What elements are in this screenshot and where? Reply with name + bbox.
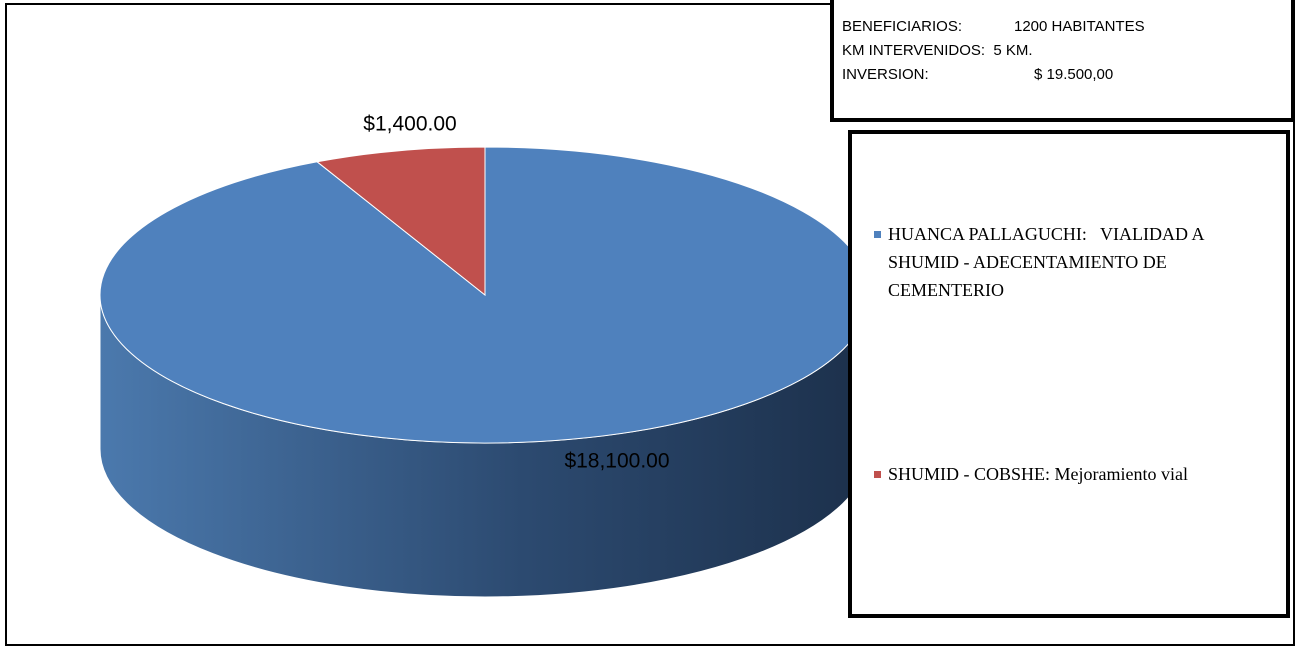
info-row: BENEFICIARIOS: 1200 HABITANTES bbox=[842, 18, 1291, 42]
frame bbox=[5, 3, 1295, 646]
legend-label: SHUMID - COBSHE: Mejoramiento vial bbox=[888, 464, 1188, 484]
data-label: $18,100.00 bbox=[564, 450, 669, 473]
info-text: BENEFICIARIOS: bbox=[842, 18, 963, 35]
info-text: INVERSION: bbox=[842, 66, 929, 83]
legend-label: HUANCA PALLAGUCHI: VIALIDAD A SHUMID - A… bbox=[888, 224, 1209, 300]
info-text: 1200 HABITANTES bbox=[1014, 18, 1145, 35]
legend-item: HUANCA PALLAGUCHI: VIALIDAD A SHUMID - A… bbox=[874, 220, 1274, 304]
legend-swatch bbox=[874, 471, 881, 478]
data-label: $1,400.00 bbox=[363, 113, 456, 136]
info-row: KM INTERVENIDOS: 5 KM. bbox=[842, 42, 1291, 66]
slice bbox=[315, 146, 486, 297]
info-text: $ 19.500,00 bbox=[1034, 66, 1114, 83]
legend-swatch bbox=[874, 231, 881, 238]
info-text: KM INTERVENIDOS: 5 KM. bbox=[842, 42, 1033, 59]
legend-item: SHUMID - COBSHE: Mejoramiento vial bbox=[874, 460, 1274, 488]
info-row: INVERSION: $ 19.500,00 bbox=[842, 66, 1291, 90]
legend: HUANCA PALLAGUCHI: VIALIDAD A SHUMID - A… bbox=[848, 130, 1290, 618]
info-box: BENEFICIARIOS: 1200 HABITANTES KM INTERVEN… bbox=[830, 0, 1295, 122]
